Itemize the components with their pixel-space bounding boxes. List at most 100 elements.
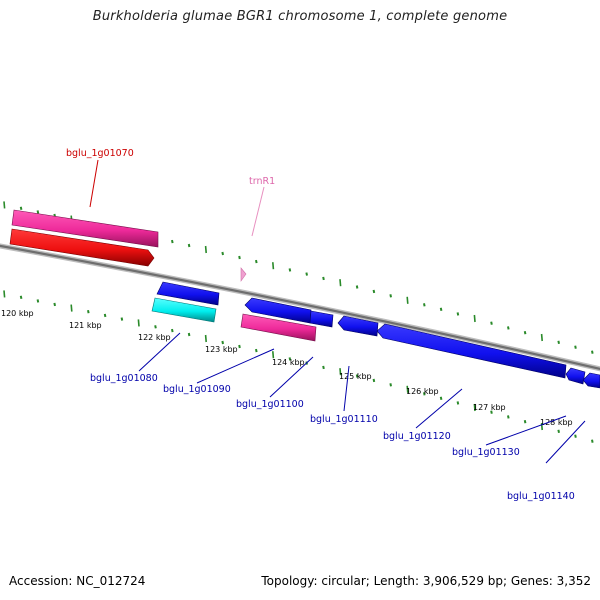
inner-tick	[3, 290, 6, 298]
inner-tick	[238, 344, 241, 349]
scale-label-126: 126 kbp	[406, 387, 439, 396]
outer-tick	[305, 272, 308, 276]
inner-tick	[255, 348, 258, 353]
inner-tick	[53, 302, 56, 307]
scale-label-125: 125 kbp	[339, 372, 372, 381]
inner-tick	[574, 434, 577, 438]
inner-tick	[540, 422, 543, 431]
inner-tick	[187, 332, 191, 337]
leader-bglu_1g01100	[269, 356, 314, 398]
inner-tick	[507, 415, 510, 419]
outer-tick	[355, 285, 359, 289]
leader-trnR1	[251, 186, 265, 237]
leader-bglu_1g01090	[196, 348, 275, 384]
outer-tick	[255, 259, 258, 264]
leader-bglu_1g01140	[545, 420, 586, 464]
outer-tick	[456, 312, 460, 316]
outer-tick	[221, 251, 224, 256]
inner-tick-ring	[3, 290, 594, 443]
outer-tick	[372, 289, 376, 294]
leader-bglu_1g01080	[138, 332, 181, 372]
gene-bglu_1g01120[interactable]	[376, 323, 567, 379]
outer-tick	[272, 262, 275, 270]
leader-bglu_1g01110	[343, 365, 350, 412]
inner-tick	[137, 319, 140, 327]
outer-tick	[19, 206, 23, 210]
outer-tick	[406, 296, 409, 304]
gene-bglu_1g01070-arrow[interactable]	[9, 228, 155, 267]
inner-tick	[523, 420, 527, 424]
scale-label-127: 127 kbp	[473, 403, 506, 412]
inner-tick	[221, 340, 224, 345]
gene-bglu_1g01090-pink[interactable]	[240, 313, 317, 342]
leader-lines	[89, 159, 586, 464]
outer-tick	[288, 268, 292, 272]
outer-tick	[389, 294, 392, 298]
scale-labels: 120 kbp 121 kbp 122 kbp 123 kbp 124 kbp …	[1, 309, 573, 427]
outer-tick	[540, 333, 543, 342]
gene-bglu_1g01100[interactable]	[309, 310, 334, 328]
outer-tick	[36, 210, 40, 214]
scale-label-124: 124 kbp	[272, 358, 305, 367]
gene-bglu_1g01090[interactable]	[244, 297, 312, 324]
gene-label-bglu_1g01100[interactable]: bglu_1g01100	[236, 399, 304, 410]
scale-label-123: 123 kbp	[205, 345, 238, 354]
gene-bglu_1g01130[interactable]	[565, 367, 586, 385]
inner-tick	[557, 429, 560, 433]
outer-tick	[523, 331, 527, 335]
leader-bglu_1g01130	[485, 415, 567, 446]
genome-summary-text: Topology: circular; Length: 3,906,529 bp…	[261, 574, 591, 588]
gene-label-bglu_1g01080[interactable]: bglu_1g01080	[90, 373, 158, 384]
gene-bglu_1g01080[interactable]	[156, 281, 220, 306]
inner-tick	[389, 383, 392, 387]
outer-tick	[473, 314, 476, 323]
inner-tick	[103, 313, 107, 318]
inner-tick	[423, 392, 426, 396]
inner-tick	[171, 328, 174, 333]
outer-tick	[171, 239, 174, 244]
scale-label-122: 122 kbp	[138, 333, 171, 342]
outer-tick	[439, 307, 443, 311]
leader-bglu_1g01070	[89, 159, 99, 208]
outer-tick	[591, 350, 594, 354]
inner-tick	[272, 351, 275, 359]
inner-tick	[339, 368, 342, 376]
inner-tick	[406, 385, 409, 393]
gene-bglu_1g01110[interactable]	[337, 315, 379, 337]
trna-trnR1-arrow[interactable]	[240, 267, 247, 282]
gene-bglu_1g01070-pink[interactable]	[11, 209, 159, 248]
inner-tick	[372, 378, 376, 383]
inner-tick	[120, 317, 124, 321]
gene-label-bglu_1g01110[interactable]: bglu_1g01110	[310, 414, 378, 425]
inner-tick	[355, 374, 359, 378]
gene-label-trnR1[interactable]: trnR1	[249, 176, 275, 187]
inner-tick	[288, 357, 292, 361]
inner-tick	[154, 325, 157, 329]
inner-tick	[204, 334, 207, 343]
inner-tick	[439, 396, 443, 400]
gene-label-bglu_1g01090[interactable]: bglu_1g01090	[163, 384, 231, 395]
gene-bglu_1g01140[interactable]	[582, 372, 600, 389]
outer-tick	[204, 245, 207, 254]
inner-tick	[322, 365, 325, 370]
gene-label-bglu_1g01130[interactable]: bglu_1g01130	[452, 447, 520, 458]
outer-tick	[423, 303, 426, 307]
inner-tick	[591, 439, 594, 443]
inner-tick	[87, 310, 90, 314]
inner-tick	[473, 403, 476, 412]
gene-label-bglu_1g01140[interactable]: bglu_1g01140	[507, 491, 575, 502]
outer-tick	[339, 279, 342, 287]
genome-backbone-core	[0, 244, 600, 370]
map-title: Burkholderia glumae BGR1 chromosome 1, c…	[92, 9, 508, 24]
outer-tick	[490, 321, 493, 325]
accession-text: Accession: NC_012724	[9, 574, 146, 588]
outer-tick	[507, 326, 510, 330]
outer-tick	[557, 340, 560, 344]
leader-bglu_1g01120	[415, 388, 463, 429]
gene-label-bglu_1g01120[interactable]: bglu_1g01120	[383, 431, 451, 442]
outer-tick	[322, 276, 325, 281]
gene-label-bglu_1g01070[interactable]: bglu_1g01070	[66, 148, 134, 159]
gene-bglu_1g01080-cyan[interactable]	[151, 297, 217, 323]
scale-label-121: 121 kbp	[69, 321, 102, 330]
